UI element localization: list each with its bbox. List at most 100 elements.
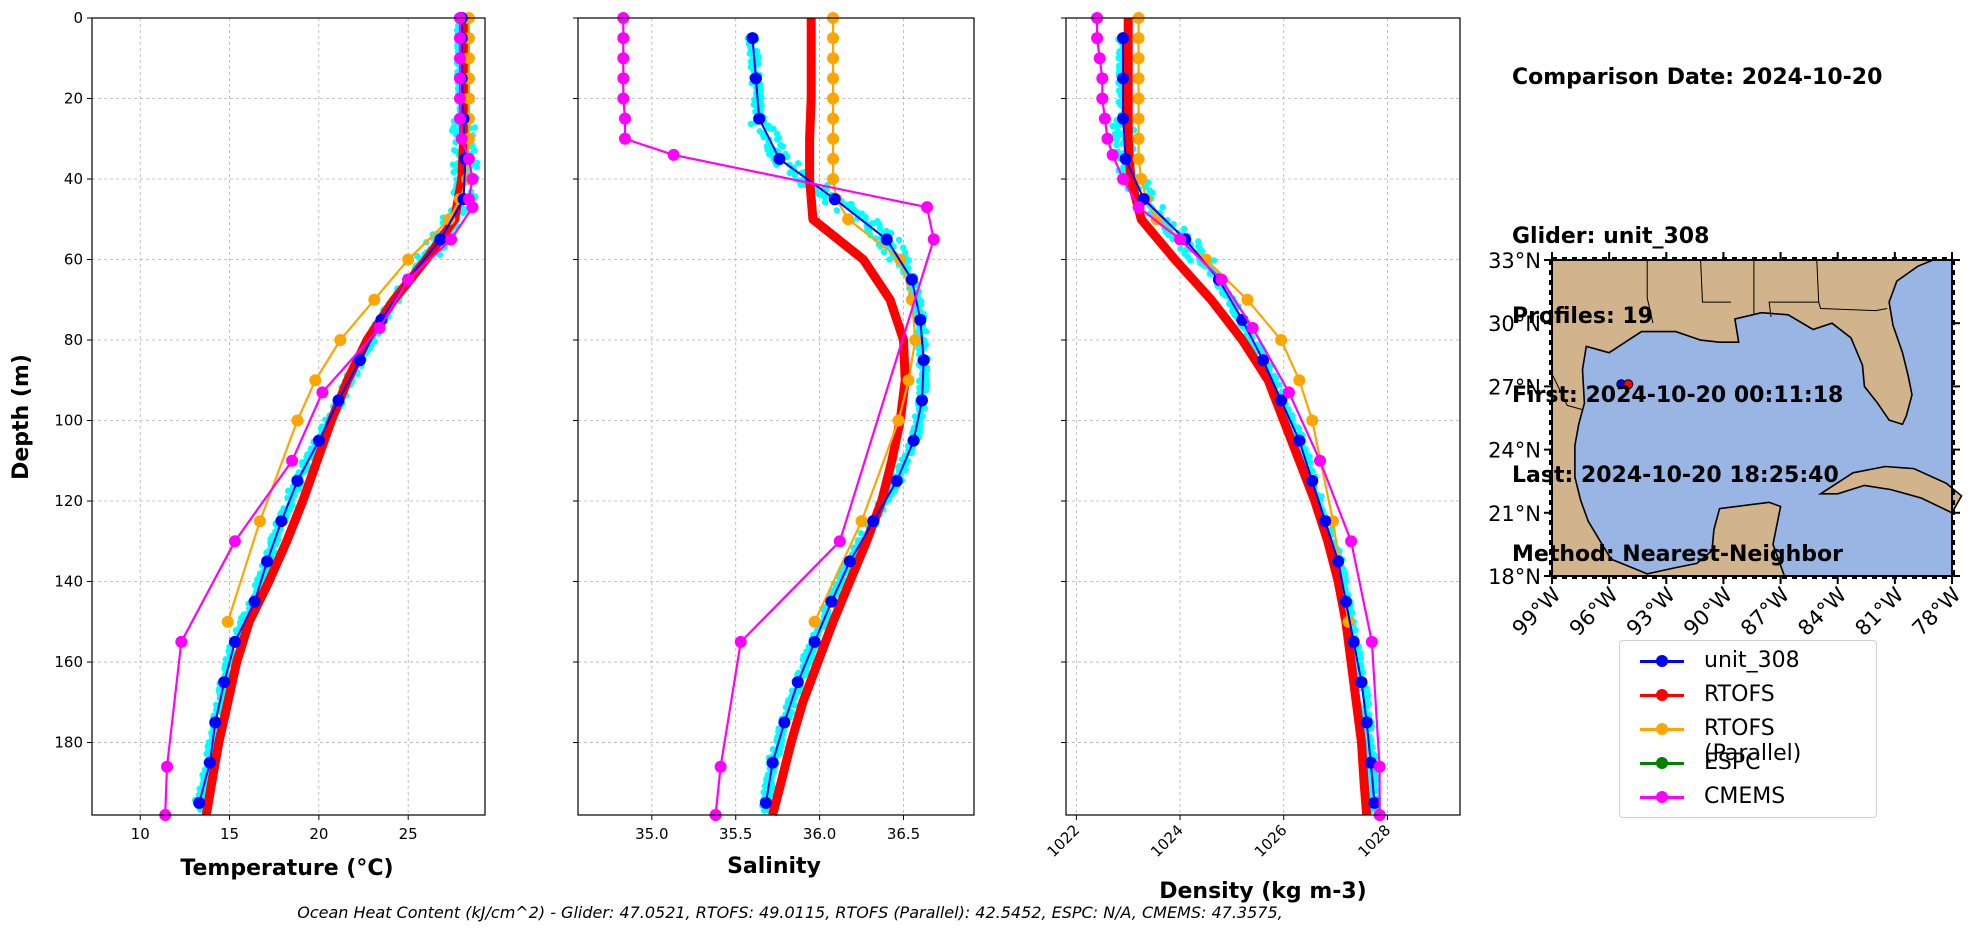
map-border-tick bbox=[1932, 576, 1937, 579]
series-point bbox=[827, 112, 840, 125]
density-panel: 1022 1024 1026 1028 bbox=[1043, 12, 1461, 861]
map-border-tick bbox=[1549, 420, 1552, 425]
map-border-tick bbox=[1702, 576, 1707, 579]
glider-swath-point bbox=[760, 807, 768, 814]
ocean-heat-content-footer: Ocean Heat Content (kJ/cm^2) - Glider: 4… bbox=[297, 903, 1283, 922]
map-border-tick bbox=[1852, 576, 1857, 579]
glider-swath-point bbox=[922, 328, 930, 335]
series-point bbox=[825, 595, 838, 608]
map-border-tick bbox=[1652, 576, 1657, 579]
map-border-tick bbox=[1952, 560, 1955, 565]
series-point bbox=[1373, 760, 1386, 773]
map-border-tick bbox=[1549, 500, 1552, 505]
series-point bbox=[373, 321, 386, 334]
glider-swath-point bbox=[1187, 257, 1194, 264]
glider-swath-point bbox=[252, 581, 259, 589]
series-point bbox=[867, 515, 880, 528]
series-point bbox=[843, 555, 856, 568]
glider-swath-point bbox=[791, 172, 799, 179]
series-point bbox=[1098, 112, 1111, 125]
map-border-tick bbox=[1549, 450, 1552, 455]
map-border-tick bbox=[1549, 350, 1552, 355]
map-border-tick bbox=[1782, 576, 1787, 579]
map-border-tick bbox=[1812, 576, 1817, 579]
map-border-tick bbox=[1572, 576, 1577, 579]
series-point bbox=[734, 635, 747, 648]
map-border-tick bbox=[1672, 576, 1677, 579]
map-border-tick bbox=[1952, 270, 1955, 275]
series-point bbox=[1132, 72, 1145, 85]
series-point bbox=[1293, 374, 1306, 387]
map-border-tick bbox=[1952, 460, 1955, 465]
series-line bbox=[1122, 38, 1376, 803]
series-point bbox=[1132, 201, 1145, 214]
map-border-tick bbox=[1549, 280, 1552, 285]
axes-frame bbox=[577, 17, 975, 816]
glider-swath-point bbox=[449, 161, 457, 168]
glider-swath-point bbox=[775, 134, 783, 142]
x-tick-label: 10 bbox=[131, 825, 150, 843]
map-border-tick bbox=[1602, 576, 1607, 579]
last-time: Last: 2024-10-20 18:25:40 bbox=[1512, 462, 1839, 488]
map-border-tick bbox=[1912, 576, 1917, 579]
country-border bbox=[1551, 373, 1583, 411]
series-rtofs bbox=[1123, 18, 1372, 816]
glider-swath-point bbox=[1210, 257, 1218, 264]
x-tick-label: 1026 bbox=[1251, 821, 1291, 861]
map-border-tick bbox=[1742, 576, 1747, 579]
legend-marker bbox=[1656, 689, 1668, 701]
map-border-tick bbox=[1802, 576, 1807, 579]
series-point bbox=[907, 434, 920, 447]
state-border bbox=[1700, 259, 1731, 303]
map-border-tick bbox=[1952, 350, 1955, 355]
series-point bbox=[766, 756, 779, 769]
map-border-tick bbox=[1952, 300, 1955, 305]
glider-swath-point bbox=[471, 124, 478, 131]
map-border-tick bbox=[1952, 550, 1955, 555]
series-point bbox=[1365, 635, 1378, 648]
series-point bbox=[827, 132, 840, 145]
temperature-axis-label: Temperature (°C) bbox=[180, 856, 393, 881]
x-tick-label: 1024 bbox=[1147, 821, 1187, 861]
series-point bbox=[193, 796, 206, 809]
series-point bbox=[827, 72, 840, 85]
lat-label: 18°N bbox=[1488, 565, 1541, 589]
legend-label: ESPC bbox=[1704, 750, 1761, 775]
glider-swath-point bbox=[880, 248, 888, 256]
map-border-tick bbox=[1952, 450, 1955, 455]
model-position-marker bbox=[1623, 379, 1634, 390]
map-border-tick bbox=[1549, 460, 1552, 465]
series-point bbox=[902, 374, 915, 387]
series-point bbox=[617, 92, 630, 105]
map-border-tick bbox=[1752, 257, 1757, 260]
y-tick-label: 0 bbox=[73, 9, 83, 27]
map-border-tick bbox=[1792, 257, 1797, 260]
series-point bbox=[1275, 334, 1288, 347]
map-border-tick bbox=[1772, 257, 1777, 260]
series-point bbox=[453, 112, 466, 125]
map-border-tick bbox=[1549, 570, 1552, 575]
map-border-tick bbox=[1549, 270, 1552, 275]
map-border-tick bbox=[1692, 576, 1697, 579]
lat-label: 24°N bbox=[1488, 439, 1541, 463]
map-border-tick bbox=[1952, 400, 1955, 405]
series-point bbox=[1215, 273, 1228, 286]
method: Method: Nearest-Neighbor bbox=[1512, 542, 1843, 567]
map-border-tick bbox=[1922, 576, 1927, 579]
temperature-panel: 10 15 20 25 0 20 40 60 80 100 120 140 160 180 bbox=[54, 9, 486, 843]
glider-swath-point bbox=[271, 548, 278, 556]
glider-swath-point bbox=[1357, 654, 1365, 662]
map-border-tick bbox=[1549, 340, 1552, 345]
state-border bbox=[1646, 260, 1654, 324]
map-border-tick bbox=[1612, 576, 1617, 579]
legend-label: RTOFS (Parallel) bbox=[1704, 716, 1802, 766]
glider-swath-point bbox=[815, 191, 823, 198]
glider-swath-point bbox=[1116, 55, 1123, 62]
series-point bbox=[316, 386, 329, 399]
series-point bbox=[773, 152, 786, 165]
series-point bbox=[892, 414, 905, 427]
series-point bbox=[286, 454, 299, 467]
series-point bbox=[1132, 132, 1145, 145]
profile-count: Profiles: 19 bbox=[1512, 303, 1654, 329]
lon-label: 78°W bbox=[1908, 582, 1966, 640]
